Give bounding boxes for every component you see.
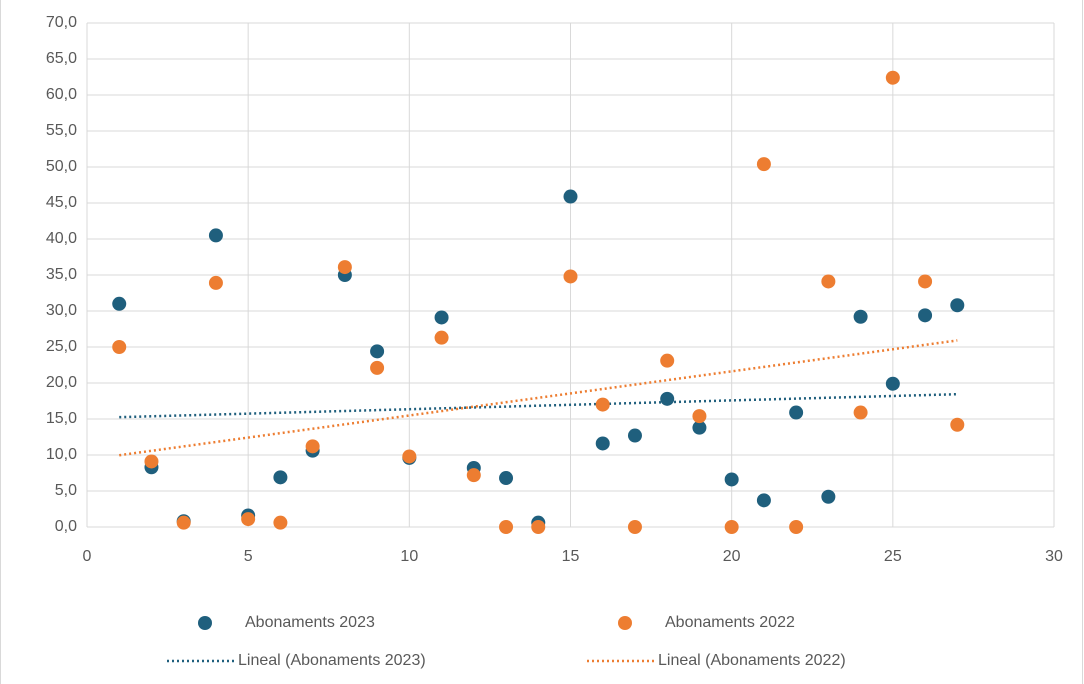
y-tick-label: 55,0	[46, 122, 77, 139]
y-tick-label: 15,0	[46, 410, 77, 427]
point	[144, 454, 159, 469]
y-tick-label: 0,0	[55, 518, 77, 535]
y-tick-label: 5,0	[55, 482, 77, 499]
point	[241, 512, 256, 527]
point	[692, 409, 707, 424]
y-tick-label: 30,0	[46, 302, 77, 319]
point	[821, 489, 836, 504]
y-tick-label: 40,0	[46, 230, 77, 247]
x-tick-label: 0	[83, 548, 92, 565]
point	[466, 468, 481, 483]
point	[273, 515, 288, 530]
point	[305, 439, 320, 454]
y-tick-label: 60,0	[46, 86, 77, 103]
point	[853, 309, 868, 324]
legend-marker	[198, 616, 212, 630]
point	[789, 405, 804, 420]
point	[563, 189, 578, 204]
y-tick-label: 70,0	[46, 14, 77, 31]
point	[434, 310, 449, 325]
point	[950, 298, 965, 313]
point	[337, 260, 352, 275]
point	[724, 472, 739, 487]
legend-label: Abonaments 2022	[665, 614, 795, 631]
point	[499, 520, 514, 534]
x-tick-label: 30	[1045, 548, 1063, 565]
point	[402, 449, 417, 464]
point	[434, 330, 449, 345]
point	[531, 520, 546, 534]
point	[660, 391, 675, 406]
point	[273, 470, 288, 485]
point	[821, 274, 836, 289]
point	[176, 515, 191, 530]
y-tick-label: 25,0	[46, 338, 77, 355]
y-tick-label: 65,0	[46, 50, 77, 67]
point	[756, 493, 771, 508]
point	[627, 428, 642, 443]
y-tick-label: 10,0	[46, 446, 77, 463]
point	[595, 436, 610, 451]
point	[112, 340, 127, 354]
x-tick-label: 15	[562, 548, 580, 565]
point	[112, 296, 127, 311]
point	[724, 520, 739, 534]
point	[208, 228, 223, 243]
point	[370, 344, 385, 359]
point	[885, 376, 900, 391]
point	[370, 360, 385, 375]
trendline	[119, 339, 958, 457]
point	[692, 420, 707, 435]
y-tick-label: 20,0	[46, 374, 77, 391]
point	[595, 397, 610, 412]
legend-label: Lineal (Abonaments 2022)	[658, 652, 846, 669]
y-tick-label: 35,0	[46, 266, 77, 283]
x-tick-label: 10	[400, 548, 418, 565]
point	[853, 405, 868, 420]
legend-label: Lineal (Abonaments 2023)	[238, 652, 426, 669]
y-tick-label: 45,0	[46, 194, 77, 211]
point	[756, 157, 771, 172]
x-tick-label: 25	[884, 548, 902, 565]
point	[789, 520, 804, 534]
point	[208, 275, 223, 290]
legend-label: Abonaments 2023	[245, 614, 375, 631]
point	[885, 70, 900, 85]
x-tick-label: 5	[244, 548, 253, 565]
point	[918, 308, 933, 323]
point	[660, 353, 675, 368]
y-tick-label: 50,0	[46, 158, 77, 175]
legend-marker	[618, 616, 632, 630]
point	[918, 274, 933, 289]
point	[563, 269, 578, 284]
point	[950, 417, 965, 432]
point	[627, 520, 642, 534]
x-tick-label: 20	[723, 548, 741, 565]
point	[499, 471, 514, 486]
